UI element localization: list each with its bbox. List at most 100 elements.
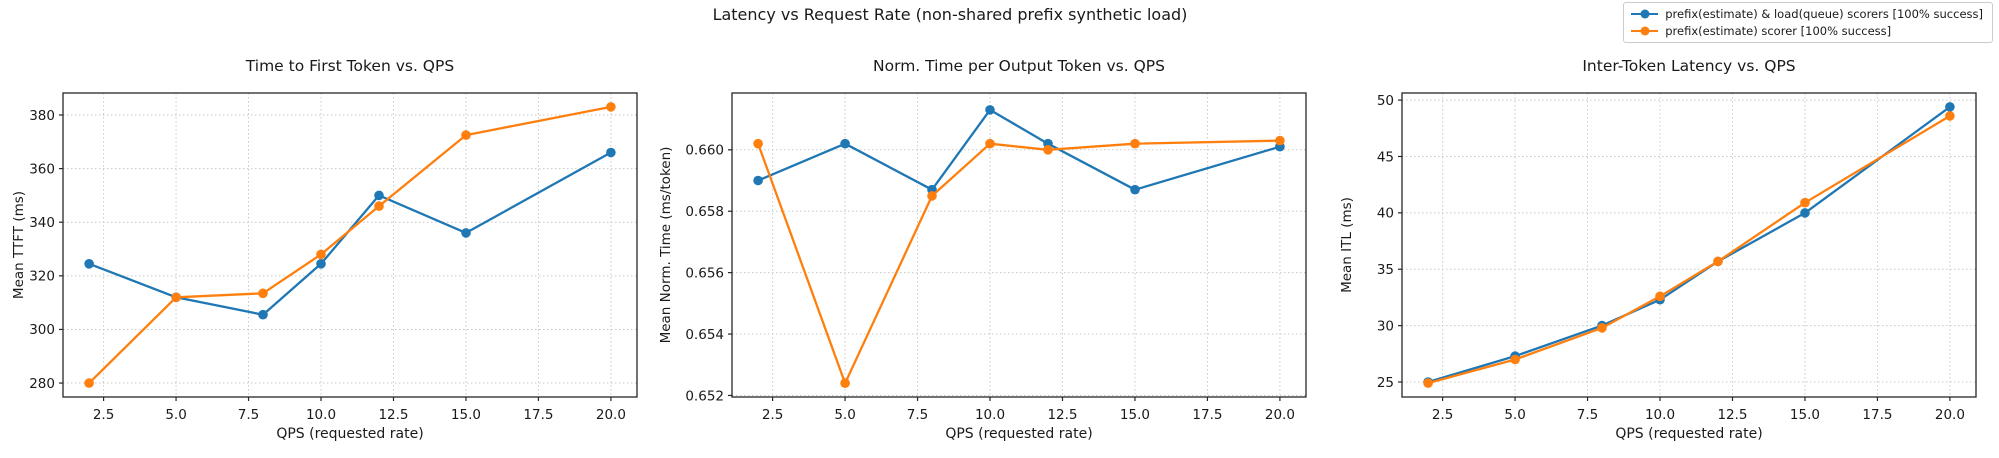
series-line (1427, 105, 1951, 384)
x-tick-label: 20.0 (596, 407, 626, 423)
legend-line-marker-icon (1631, 26, 1659, 36)
data-point-marker (606, 102, 616, 112)
data-point-marker (461, 130, 471, 140)
data-point-marker (374, 190, 384, 201)
x-tick-label: 10.0 (1645, 407, 1675, 423)
data-point-marker (927, 191, 937, 201)
legend-item: prefix(estimate) scorer [100% success] (1631, 24, 1983, 38)
legend-marker-dot-icon (1640, 26, 1650, 36)
y-tick-label: 40 (1377, 206, 1394, 222)
series-line (88, 151, 612, 316)
legend-item-label: prefix(estimate) & load(queue) scorers [… (1665, 7, 1983, 21)
data-point-marker (316, 249, 326, 260)
plot-border (1401, 92, 1977, 398)
data-point-marker (84, 259, 94, 269)
x-tick-label: 15.0 (1790, 407, 1820, 423)
y-tick-label: 300 (29, 322, 55, 338)
x-tick-label: 15.0 (1120, 407, 1150, 423)
x-axis-label: QPS (requested rate) (276, 426, 424, 442)
y-tick-label: 0.652 (685, 388, 724, 404)
data-point-marker (1945, 102, 1955, 112)
x-tick-label: 12.5 (1717, 407, 1747, 423)
y-tick-label: 45 (1377, 149, 1394, 165)
y-axis-label: Mean TTFT (ms) (11, 190, 27, 300)
x-tick-label: 12.5 (378, 407, 408, 423)
legend: prefix(estimate) & load(queue) scorers [… (1623, 2, 1993, 43)
x-axis-label: QPS (requested rate) (945, 426, 1093, 442)
x-tick-label: 20.0 (1935, 407, 1965, 423)
x-tick-label: 2.5 (93, 407, 114, 423)
x-tick-label: 10.0 (306, 407, 336, 423)
chart-title: Norm. Time per Output Token vs. QPS (873, 57, 1165, 75)
x-tick-label: 15.0 (451, 407, 481, 423)
y-tick-label: 0.656 (685, 265, 724, 281)
data-point-marker (840, 138, 850, 149)
data-point-marker (1945, 111, 1955, 121)
x-tick-label: 20.0 (1265, 407, 1295, 423)
x-tick-label: 12.5 (1047, 407, 1077, 423)
data-point-marker (1800, 208, 1810, 218)
chart-title: Time to First Token vs. QPS (245, 57, 455, 75)
data-point-marker (840, 378, 850, 389)
data-point-marker (316, 259, 326, 269)
data-point-marker (1043, 145, 1053, 155)
y-tick-label: 320 (29, 269, 55, 285)
y-axis-label: Mean ITL (ms) (1339, 197, 1355, 293)
y-tick-label: 280 (29, 376, 55, 392)
data-point-marker (1655, 291, 1665, 302)
x-tick-label: 2.5 (1432, 407, 1453, 423)
data-point-marker (1510, 354, 1520, 365)
plot-border (731, 92, 1307, 398)
data-point-marker (1800, 197, 1810, 208)
y-tick-label: 0.658 (685, 204, 724, 220)
data-point-marker (1713, 256, 1723, 267)
data-point-marker (1130, 184, 1140, 195)
x-tick-label: 5.0 (1504, 407, 1525, 423)
plot-border (62, 92, 638, 398)
x-tick-label: 17.5 (1862, 407, 1892, 423)
data-point-marker (985, 138, 995, 149)
data-point-marker (753, 138, 763, 149)
legend-item: prefix(estimate) & load(queue) scorers [… (1631, 7, 1983, 21)
x-tick-label: 7.5 (907, 407, 928, 423)
y-tick-label: 35 (1377, 262, 1394, 278)
y-tick-label: 0.660 (685, 143, 724, 159)
y-tick-label: 380 (29, 108, 55, 124)
data-point-marker (753, 175, 763, 186)
data-point-marker (84, 378, 94, 388)
series-line (88, 105, 612, 384)
data-point-marker (1130, 138, 1140, 149)
data-point-marker (258, 309, 268, 320)
y-axis-label: Mean Norm. Time (ms/token) (658, 146, 674, 344)
chart-title: Inter-Token Latency vs. QPS (1582, 57, 1796, 75)
x-tick-label: 17.5 (523, 407, 553, 423)
data-point-marker (258, 288, 268, 299)
legend-marker-dot-icon (1640, 9, 1650, 19)
y-tick-label: 340 (29, 215, 55, 231)
data-point-marker (1423, 378, 1433, 388)
y-tick-label: 360 (29, 161, 55, 177)
x-tick-label: 17.5 (1192, 407, 1222, 423)
x-tick-label: 5.0 (165, 407, 186, 423)
series-line (757, 139, 1280, 385)
data-point-marker (1275, 135, 1285, 146)
y-tick-label: 50 (1377, 93, 1394, 109)
data-point-marker (374, 201, 384, 211)
y-tick-label: 25 (1377, 375, 1394, 391)
series-line (1427, 114, 1951, 385)
data-point-marker (171, 292, 181, 303)
data-point-marker (461, 228, 471, 238)
x-tick-label: 7.5 (238, 407, 259, 423)
x-tick-label: 10.0 (975, 407, 1005, 423)
legend-item-label: prefix(estimate) scorer [100% success] (1665, 24, 1892, 38)
data-point-marker (1597, 323, 1607, 333)
y-tick-label: 0.654 (685, 327, 724, 343)
x-tick-label: 2.5 (762, 407, 783, 423)
y-tick-label: 30 (1377, 318, 1394, 334)
data-point-marker (985, 105, 995, 115)
x-axis-label: QPS (requested rate) (1615, 426, 1763, 442)
x-tick-label: 5.0 (834, 407, 855, 423)
legend-line-marker-icon (1631, 9, 1659, 19)
